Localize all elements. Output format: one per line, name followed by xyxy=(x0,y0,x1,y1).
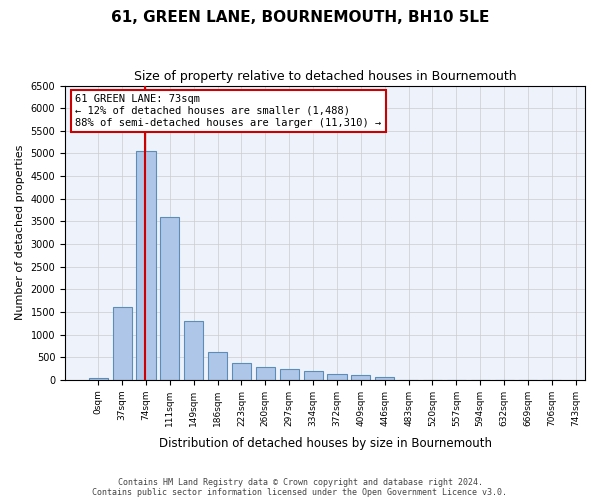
Bar xyxy=(89,378,108,380)
Text: Contains HM Land Registry data © Crown copyright and database right 2024.
Contai: Contains HM Land Registry data © Crown c… xyxy=(92,478,508,497)
Bar xyxy=(184,321,203,380)
X-axis label: Distribution of detached houses by size in Bournemouth: Distribution of detached houses by size … xyxy=(158,437,491,450)
Y-axis label: Number of detached properties: Number of detached properties xyxy=(15,145,25,320)
Bar xyxy=(208,352,227,380)
Text: 61, GREEN LANE, BOURNEMOUTH, BH10 5LE: 61, GREEN LANE, BOURNEMOUTH, BH10 5LE xyxy=(111,10,489,25)
Bar xyxy=(328,374,347,380)
Bar xyxy=(280,370,299,380)
Bar xyxy=(160,217,179,380)
Bar xyxy=(304,371,323,380)
Bar xyxy=(375,377,394,380)
Bar xyxy=(232,362,251,380)
Bar xyxy=(351,376,370,380)
Bar xyxy=(136,151,155,380)
Text: 61 GREEN LANE: 73sqm
← 12% of detached houses are smaller (1,488)
88% of semi-de: 61 GREEN LANE: 73sqm ← 12% of detached h… xyxy=(76,94,382,128)
Bar xyxy=(256,366,275,380)
Title: Size of property relative to detached houses in Bournemouth: Size of property relative to detached ho… xyxy=(134,70,517,83)
Bar xyxy=(113,308,131,380)
